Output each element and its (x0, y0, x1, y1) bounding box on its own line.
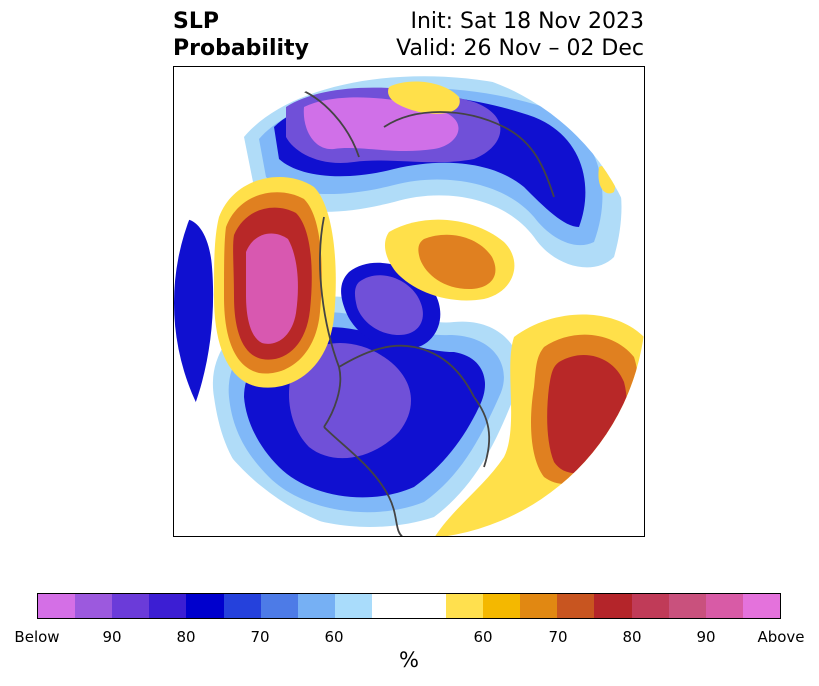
colorbar-segment (705, 594, 743, 618)
colorbar-tick-label: 70 (250, 628, 270, 646)
colorbar-tick-label: 80 (622, 628, 642, 646)
colorbar-segment (223, 594, 261, 618)
colorbar-tick-label: 60 (324, 628, 344, 646)
colorbar-tick-label: Below (14, 628, 60, 646)
colorbar-segment (594, 594, 632, 618)
colorbar-segment (334, 594, 372, 618)
date-info: Init: Sat 18 Nov 2023 Valid: 26 Nov – 02… (396, 8, 644, 62)
map-panel (173, 66, 645, 537)
colorbar-segment (371, 594, 446, 618)
colorbar-segment (520, 594, 558, 618)
colorbar-segment (38, 594, 76, 618)
title-line-1: SLP (173, 9, 219, 34)
below-region-hudson-core (354, 275, 423, 335)
coastlines (293, 86, 555, 536)
colorbar-segment (483, 594, 521, 618)
probability-map (174, 67, 644, 536)
colorbar-segment (297, 594, 335, 618)
colorbar-segment (557, 594, 595, 618)
below-region-namerica-mid (289, 343, 411, 459)
valid-range: Valid: 26 Nov – 02 Dec (396, 36, 644, 61)
colorbar-tick-label: Above (757, 628, 805, 646)
above-region-pacific-core (246, 233, 298, 344)
above-region-siberia-mid (418, 234, 496, 289)
colorbar-segment (112, 594, 150, 618)
colorbar-unit: % (399, 648, 419, 672)
colorbar-tick-label: 90 (102, 628, 122, 646)
colorbar-tick-label: 70 (548, 628, 568, 646)
colorbar-segment (742, 594, 780, 618)
colorbar-tick-label: 60 (473, 628, 493, 646)
above-region-atlantic-deep (547, 354, 627, 474)
above-region-north-edge (388, 81, 460, 114)
map-title: SLP Probability (173, 8, 309, 62)
colorbar-segment (186, 594, 224, 618)
title-line-2: Probability (173, 36, 309, 61)
init-date: Init: Sat 18 Nov 2023 (410, 9, 644, 34)
colorbar-segment (631, 594, 669, 618)
colorbar-tick-label: 90 (696, 628, 716, 646)
colorbar-segment (668, 594, 706, 618)
globe-disk (174, 67, 644, 536)
colorbar-segment (149, 594, 187, 618)
colorbar-segment (260, 594, 298, 618)
colorbar-segment (75, 594, 113, 618)
colorbar-tick-label: 80 (176, 628, 196, 646)
colorbar (37, 593, 781, 619)
colorbar-segment (445, 594, 484, 618)
